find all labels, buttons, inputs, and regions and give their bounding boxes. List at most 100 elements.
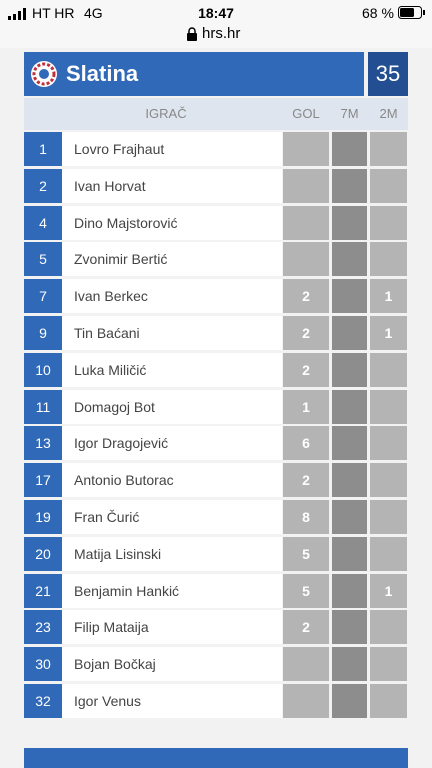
team-header: Slatina bbox=[24, 52, 364, 96]
goals: 2 bbox=[283, 279, 329, 314]
seven-meter bbox=[332, 389, 367, 424]
goals: 1 bbox=[283, 389, 329, 424]
player-number: 5 bbox=[24, 242, 62, 277]
two-minute bbox=[370, 610, 407, 645]
player-name: Ivan Horvat bbox=[62, 168, 282, 203]
player-name: Bojan Bočkaj bbox=[62, 647, 282, 682]
seven-meter bbox=[332, 500, 367, 534]
seven-meter bbox=[332, 205, 367, 240]
player-number: 17 bbox=[24, 463, 62, 498]
goals: 8 bbox=[283, 500, 329, 534]
goals: 5 bbox=[283, 573, 329, 608]
two-minute bbox=[370, 205, 407, 240]
two-minute bbox=[370, 132, 407, 166]
player-number: 2 bbox=[24, 168, 62, 203]
seven-meter bbox=[332, 242, 367, 277]
lock-icon bbox=[187, 27, 197, 41]
goals bbox=[283, 684, 329, 718]
two-minute: 1 bbox=[370, 279, 407, 314]
player-name: Fran Čurić bbox=[62, 500, 282, 534]
battery-icon bbox=[398, 6, 425, 19]
two-minute bbox=[370, 389, 407, 424]
player-name: Matija Lisinski bbox=[62, 536, 282, 571]
goals: 2 bbox=[283, 316, 329, 350]
two-minute bbox=[370, 684, 407, 718]
goals bbox=[283, 205, 329, 240]
seven-meter bbox=[332, 352, 367, 387]
status-bar: HT HR 4G 18:47 68 % hrs.hr bbox=[0, 0, 432, 48]
team-score: 35 bbox=[368, 52, 408, 96]
player-name: Antonio Butorac bbox=[62, 463, 282, 498]
two-minute bbox=[370, 352, 407, 387]
player-number: 20 bbox=[24, 536, 62, 571]
goals bbox=[283, 132, 329, 166]
player-name: Igor Venus bbox=[62, 684, 282, 718]
goals bbox=[283, 647, 329, 682]
player-number: 21 bbox=[24, 573, 62, 608]
player-name: Tin Baćani bbox=[62, 316, 282, 350]
column-header: 7M bbox=[340, 106, 359, 121]
seven-meter bbox=[332, 684, 367, 718]
player-number: 19 bbox=[24, 500, 62, 534]
player-number: 30 bbox=[24, 647, 62, 682]
two-minute bbox=[370, 647, 407, 682]
player-name: Luka Miličić bbox=[62, 352, 282, 387]
column-header: 2M bbox=[379, 106, 398, 121]
player-number: 23 bbox=[24, 610, 62, 645]
player-name: Filip Mataija bbox=[62, 610, 282, 645]
seven-meter bbox=[332, 132, 367, 166]
player-number: 10 bbox=[24, 352, 62, 387]
player-number: 11 bbox=[24, 389, 62, 424]
url[interactable]: hrs.hr bbox=[202, 25, 241, 42]
two-minute bbox=[370, 168, 407, 203]
seven-meter bbox=[332, 610, 367, 645]
team-name: Slatina bbox=[66, 61, 139, 86]
team-logo bbox=[31, 61, 57, 87]
seven-meter bbox=[332, 463, 367, 498]
goals: 2 bbox=[283, 352, 329, 387]
seven-meter bbox=[332, 316, 367, 350]
player-name: Zvonimir Bertić bbox=[62, 242, 282, 277]
player-number: 32 bbox=[24, 684, 62, 718]
next-section-header bbox=[24, 748, 408, 768]
player-number: 7 bbox=[24, 279, 62, 314]
seven-meter bbox=[332, 573, 367, 608]
player-name: Domagoj Bot bbox=[62, 389, 282, 424]
player-name: Lovro Frajhaut bbox=[62, 132, 282, 166]
player-name: Dino Majstorović bbox=[62, 205, 282, 240]
column-header: GOL bbox=[292, 106, 320, 121]
player-name: Ivan Berkec bbox=[62, 279, 282, 314]
goals: 2 bbox=[283, 463, 329, 498]
goals: 2 bbox=[283, 610, 329, 645]
seven-meter bbox=[332, 426, 367, 461]
seven-meter bbox=[332, 536, 367, 571]
two-minute bbox=[370, 536, 407, 571]
player-name: Benjamin Hankić bbox=[62, 573, 282, 608]
carrier: HT HR bbox=[32, 5, 75, 21]
player-number: 4 bbox=[24, 205, 62, 240]
goals bbox=[283, 242, 329, 277]
player-name: Igor Dragojević bbox=[62, 426, 282, 461]
goals: 6 bbox=[283, 426, 329, 461]
two-minute bbox=[370, 500, 407, 534]
network: 4G bbox=[84, 5, 103, 21]
goals bbox=[283, 168, 329, 203]
two-minute: 1 bbox=[370, 573, 407, 608]
battery-level: 68 % bbox=[362, 5, 394, 21]
table-header: IGRAČ GOL 7M 2M bbox=[24, 98, 408, 130]
player-number: 9 bbox=[24, 316, 62, 350]
signal-icon bbox=[8, 8, 26, 20]
two-minute bbox=[370, 426, 407, 461]
player-number: 1 bbox=[24, 132, 62, 166]
two-minute: 1 bbox=[370, 316, 407, 350]
time: 18:47 bbox=[198, 5, 234, 21]
column-header: IGRAČ bbox=[145, 106, 187, 121]
two-minute bbox=[370, 463, 407, 498]
seven-meter bbox=[332, 647, 367, 682]
two-minute bbox=[370, 242, 407, 277]
seven-meter bbox=[332, 168, 367, 203]
seven-meter bbox=[332, 279, 367, 314]
player-number: 13 bbox=[24, 426, 62, 461]
goals: 5 bbox=[283, 536, 329, 571]
